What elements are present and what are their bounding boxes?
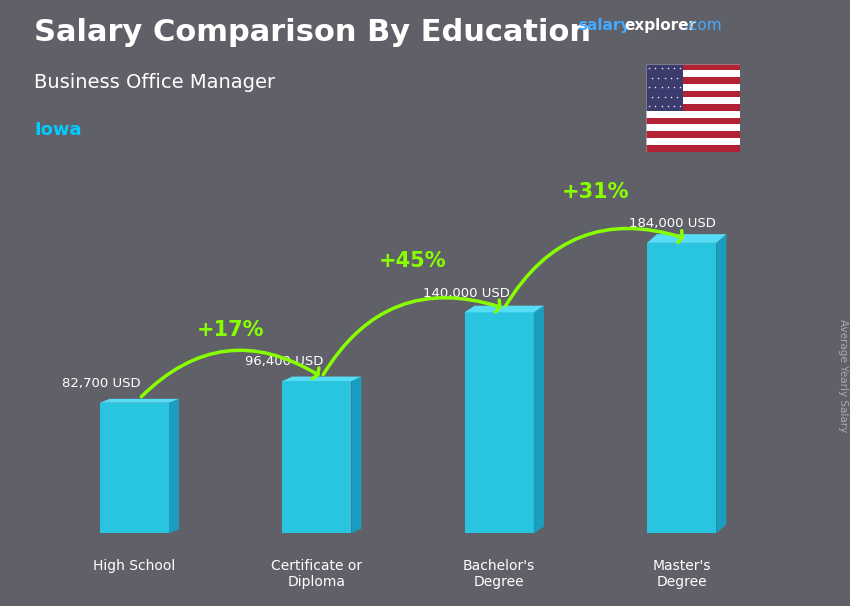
Bar [646, 98, 740, 104]
Text: 96,400 USD: 96,400 USD [245, 356, 323, 368]
Bar [646, 64, 740, 70]
Polygon shape [99, 399, 179, 403]
Text: explorer: explorer [625, 18, 697, 33]
Bar [646, 104, 740, 111]
Text: +17%: +17% [197, 320, 264, 340]
Polygon shape [717, 234, 727, 533]
Bar [646, 91, 740, 98]
Text: Average Yearly Salary: Average Yearly Salary [838, 319, 848, 432]
Bar [282, 381, 351, 533]
Text: 82,700 USD: 82,700 USD [62, 377, 141, 390]
Text: High School: High School [94, 559, 175, 573]
Bar [646, 118, 740, 124]
Text: +45%: +45% [379, 251, 447, 271]
Polygon shape [351, 376, 361, 533]
Polygon shape [465, 305, 544, 312]
Polygon shape [282, 376, 361, 381]
Bar [646, 84, 740, 91]
Text: salary: salary [578, 18, 631, 33]
Bar [646, 138, 740, 145]
Bar [646, 111, 740, 118]
Bar [646, 145, 740, 152]
Polygon shape [169, 399, 179, 533]
Bar [646, 77, 740, 84]
Polygon shape [647, 234, 727, 243]
Bar [465, 312, 534, 533]
Bar [646, 132, 740, 138]
Text: 140,000 USD: 140,000 USD [423, 287, 510, 300]
Text: Business Office Manager: Business Office Manager [34, 73, 275, 92]
Polygon shape [534, 305, 544, 533]
Bar [646, 64, 683, 111]
Text: Certificate or
Diploma: Certificate or Diploma [271, 559, 362, 589]
Text: 184,000 USD: 184,000 USD [629, 217, 716, 230]
Text: Bachelor's
Degree: Bachelor's Degree [463, 559, 536, 589]
Bar [646, 70, 740, 77]
Bar [99, 403, 169, 533]
Bar [647, 243, 717, 533]
Text: +31%: +31% [562, 182, 629, 202]
Text: Master's
Degree: Master's Degree [653, 559, 711, 589]
Text: Salary Comparison By Education: Salary Comparison By Education [34, 18, 591, 47]
Text: .com: .com [684, 18, 722, 33]
Text: Iowa: Iowa [34, 121, 82, 139]
Bar [646, 124, 740, 132]
